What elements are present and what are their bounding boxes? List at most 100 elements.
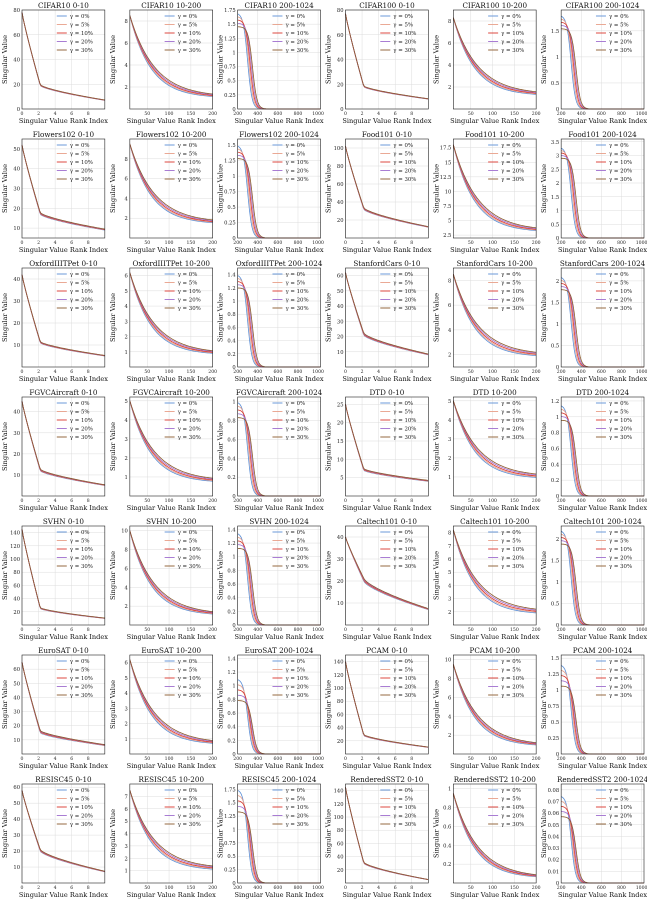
y-tick-label: 5 <box>125 289 128 295</box>
x-tick-label: 6 <box>70 111 73 117</box>
subplot-title: CIFAR10 0-10 <box>38 1 89 10</box>
x-tick-label: 200 <box>532 111 541 117</box>
x-tick-label: 8 <box>410 240 413 246</box>
legend-entry: γ = 5% <box>178 668 198 674</box>
x-tick-label: 600 <box>597 111 606 117</box>
y-tick-label: 1 <box>556 209 559 215</box>
series-line <box>129 272 213 352</box>
y-axis-label: Singular Value <box>432 422 440 471</box>
legend-entry: γ = 20% <box>285 427 308 433</box>
y-tick-label: 0.25 <box>224 221 236 227</box>
y-tick-label: 4 <box>125 418 129 424</box>
y-tick-label: 0.5 <box>227 854 235 860</box>
series-line <box>345 787 429 881</box>
series-line <box>452 274 537 356</box>
legend-entry: γ = 10% <box>285 289 308 295</box>
x-tick-label: 2 <box>37 240 40 246</box>
x-tick-label: 1000 <box>312 885 324 891</box>
x-tick-label: 2 <box>361 111 364 117</box>
y-axis-label: Singular Value <box>217 35 225 84</box>
legend-entry: γ = 10% <box>285 160 308 166</box>
subplot-title: Food101 0-10 <box>362 130 412 139</box>
series-line <box>452 793 537 878</box>
x-tick-label: 4 <box>377 627 380 633</box>
legend-entry: γ = 30% <box>393 564 416 570</box>
y-tick-label: 100 <box>10 557 20 563</box>
y-tick-label: 3.5 <box>551 140 559 146</box>
y-tick-label: 20 <box>13 452 20 458</box>
legend: γ = 0% γ = 5% γ = 10% γ = 20% γ = 30% <box>595 272 632 312</box>
plot-frame <box>129 783 213 884</box>
y-axis-label: Singular Value <box>217 293 225 342</box>
series-line <box>345 404 429 481</box>
x-tick-label: 8 <box>410 627 413 633</box>
x-tick-label: 2 <box>361 240 364 246</box>
x-tick-label: 0 <box>344 627 347 633</box>
y-tick-label: 40 <box>337 855 344 861</box>
y-tick-label: 0 <box>232 494 235 500</box>
y-axis-label: Singular Value <box>432 35 440 84</box>
y-tick-label: 20 <box>337 868 344 874</box>
series-line <box>129 530 213 614</box>
plot-frame <box>560 138 645 239</box>
plot-frame <box>129 525 213 626</box>
x-tick-label: 8 <box>87 369 90 375</box>
x-axis-label: Singular Value Rank Index <box>342 762 431 770</box>
subplot-title: StanfordCars 0-10 <box>353 259 421 268</box>
x-tick-label: 0 <box>21 627 24 633</box>
series-line <box>21 401 105 486</box>
legend-entry: γ = 20% <box>178 685 201 691</box>
legend-entry: γ = 30% <box>609 48 632 54</box>
y-tick-label: 0.25 <box>224 868 236 874</box>
y-tick-label: 0.8 <box>227 419 235 425</box>
series-line <box>129 272 213 352</box>
y-axis-label: Singular Value <box>540 35 548 84</box>
x-tick-label: 50 <box>468 111 474 117</box>
legend: γ = 0% γ = 5% γ = 10% γ = 20% γ = 30% <box>164 14 201 54</box>
series-line <box>129 400 213 479</box>
y-tick-label: 0.6 <box>227 325 235 331</box>
y-tick-label: 2 <box>448 85 451 91</box>
subplot-title: OxfordIIITPet 10-200 <box>132 259 210 268</box>
y-tick-label: 6 <box>125 807 128 813</box>
x-tick-label: 0 <box>21 885 24 891</box>
series-line <box>21 529 105 619</box>
legend-entry: γ = 10% <box>285 676 308 682</box>
legend-entry: γ = 20% <box>609 685 632 691</box>
y-tick-label: 2 <box>125 722 128 728</box>
series-line <box>21 401 105 486</box>
legend-entry: γ = 20% <box>285 556 308 562</box>
y-tick-label: 0 <box>232 365 235 371</box>
series-line <box>452 793 537 877</box>
legend-entry: γ = 20% <box>178 298 201 304</box>
y-tick-label: 1.25 <box>224 814 236 820</box>
y-tick-label: 10 <box>337 601 344 607</box>
series-line <box>345 272 429 356</box>
series-line <box>452 400 537 476</box>
x-axis-label: Singular Value Rank Index <box>558 891 647 899</box>
y-tick-label: 2 <box>125 216 128 222</box>
series-line <box>345 13 429 100</box>
series-line <box>452 529 537 611</box>
legend-entry: γ = 10% <box>501 418 524 424</box>
legend-entry: γ = 30% <box>285 306 308 312</box>
y-tick-label: 1.4 <box>227 273 236 279</box>
x-tick-label: 0 <box>344 369 347 375</box>
y-tick-label: 20 <box>337 421 344 427</box>
subplot-title: SVHN 0-10 <box>43 517 85 526</box>
series-line <box>561 412 644 497</box>
x-tick-label: 4 <box>377 369 380 375</box>
series-line <box>129 790 213 868</box>
plot-frame <box>345 654 429 755</box>
subplot-title: Food101 10-200 <box>465 130 525 139</box>
legend: γ = 0% γ = 5% γ = 10% γ = 20% γ = 30% <box>595 401 632 441</box>
plot-frame <box>237 9 321 110</box>
y-tick-label: 20 <box>13 206 20 212</box>
subplot: PCAM 200-1024 0 0.25 0.5 0.75 1 1.25 1.5 200 400 6… <box>540 646 647 770</box>
x-tick-label: 8 <box>410 885 413 891</box>
y-tick-label: 2 <box>125 85 128 91</box>
y-tick-label: 1.2 <box>227 541 235 547</box>
x-axis-label: Singular Value Rank Index <box>558 633 647 641</box>
x-tick-label: 150 <box>510 885 519 891</box>
